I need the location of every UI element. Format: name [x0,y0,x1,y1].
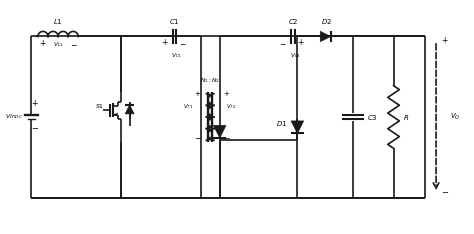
Text: $+$: $+$ [297,37,305,48]
Text: $V_{C2}$: $V_{C2}$ [290,51,301,59]
Text: $S1$: $S1$ [95,102,104,110]
Text: +: + [194,91,200,97]
Polygon shape [125,105,134,114]
Text: $V_{T2}$: $V_{T2}$ [226,102,236,111]
Text: $-$: $-$ [279,38,287,48]
Text: $C3$: $C3$ [367,113,377,121]
Text: $-$: $-$ [223,132,231,141]
Text: $-$: $-$ [70,39,78,48]
Text: $D1$: $D1$ [276,119,287,128]
Text: $V_{T1}$: $V_{T1}$ [183,102,193,111]
Polygon shape [320,31,330,42]
Text: $-$: $-$ [194,132,201,141]
Text: $R$: $R$ [402,113,409,121]
Text: $N_1:N_2$: $N_1:N_2$ [200,77,220,85]
Text: $C2$: $C2$ [288,17,298,26]
Text: $+$: $+$ [441,35,449,45]
Polygon shape [291,121,304,133]
Text: $+$: $+$ [38,38,46,48]
Text: $V_O$: $V_O$ [450,112,461,122]
Text: $-$: $-$ [179,38,186,48]
Text: $-$: $-$ [441,186,449,195]
Text: $D2$: $D2$ [321,17,332,26]
Text: $L1$: $L1$ [53,17,63,26]
Text: $V_{L1}$: $V_{L1}$ [53,40,64,49]
Text: $V_{C1}$: $V_{C1}$ [171,51,182,59]
Text: $Vin_{DC}$: $Vin_{DC}$ [5,113,23,121]
Text: +: + [223,91,229,97]
Text: $-$: $-$ [31,123,39,132]
Text: $+$: $+$ [161,37,168,48]
Text: $C1$: $C1$ [169,17,180,26]
Text: +: + [32,99,38,108]
Polygon shape [213,125,226,138]
